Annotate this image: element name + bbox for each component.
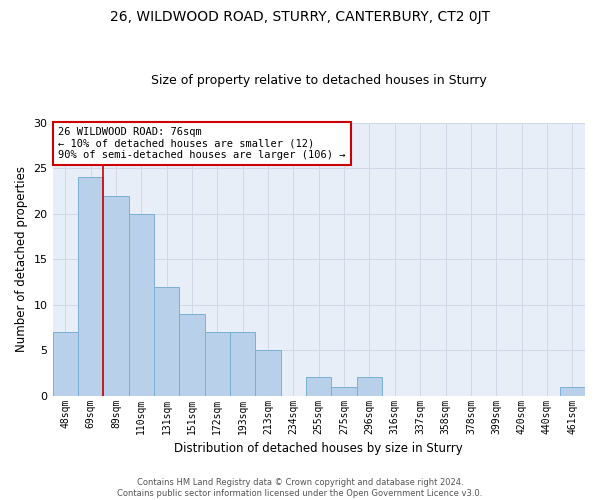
Bar bbox=[205, 332, 230, 396]
Bar bbox=[78, 178, 103, 396]
X-axis label: Distribution of detached houses by size in Sturry: Distribution of detached houses by size … bbox=[175, 442, 463, 455]
Y-axis label: Number of detached properties: Number of detached properties bbox=[15, 166, 28, 352]
Bar bbox=[331, 386, 357, 396]
Text: Contains HM Land Registry data © Crown copyright and database right 2024.
Contai: Contains HM Land Registry data © Crown c… bbox=[118, 478, 482, 498]
Bar bbox=[306, 378, 331, 396]
Bar bbox=[154, 286, 179, 396]
Title: Size of property relative to detached houses in Sturry: Size of property relative to detached ho… bbox=[151, 74, 487, 87]
Text: 26, WILDWOOD ROAD, STURRY, CANTERBURY, CT2 0JT: 26, WILDWOOD ROAD, STURRY, CANTERBURY, C… bbox=[110, 10, 490, 24]
Bar bbox=[230, 332, 256, 396]
Bar bbox=[560, 386, 585, 396]
Bar bbox=[103, 196, 128, 396]
Bar bbox=[53, 332, 78, 396]
Bar bbox=[256, 350, 281, 396]
Bar bbox=[128, 214, 154, 396]
Bar bbox=[357, 378, 382, 396]
Text: 26 WILDWOOD ROAD: 76sqm
← 10% of detached houses are smaller (12)
90% of semi-de: 26 WILDWOOD ROAD: 76sqm ← 10% of detache… bbox=[58, 127, 346, 160]
Bar bbox=[179, 314, 205, 396]
